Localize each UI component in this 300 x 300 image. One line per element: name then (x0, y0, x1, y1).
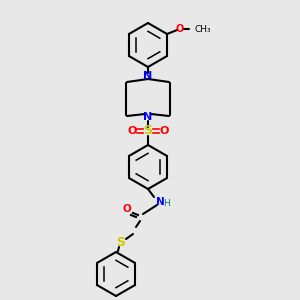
Text: S: S (116, 236, 125, 248)
Text: O: O (159, 126, 169, 136)
Text: H: H (164, 199, 170, 208)
Text: S: S (143, 124, 152, 137)
Text: N: N (156, 197, 164, 207)
Text: O: O (176, 24, 184, 34)
Text: O: O (123, 204, 131, 214)
Text: N: N (143, 71, 153, 81)
Text: N: N (143, 112, 153, 122)
Text: O: O (127, 126, 137, 136)
Text: CH₃: CH₃ (194, 25, 211, 34)
